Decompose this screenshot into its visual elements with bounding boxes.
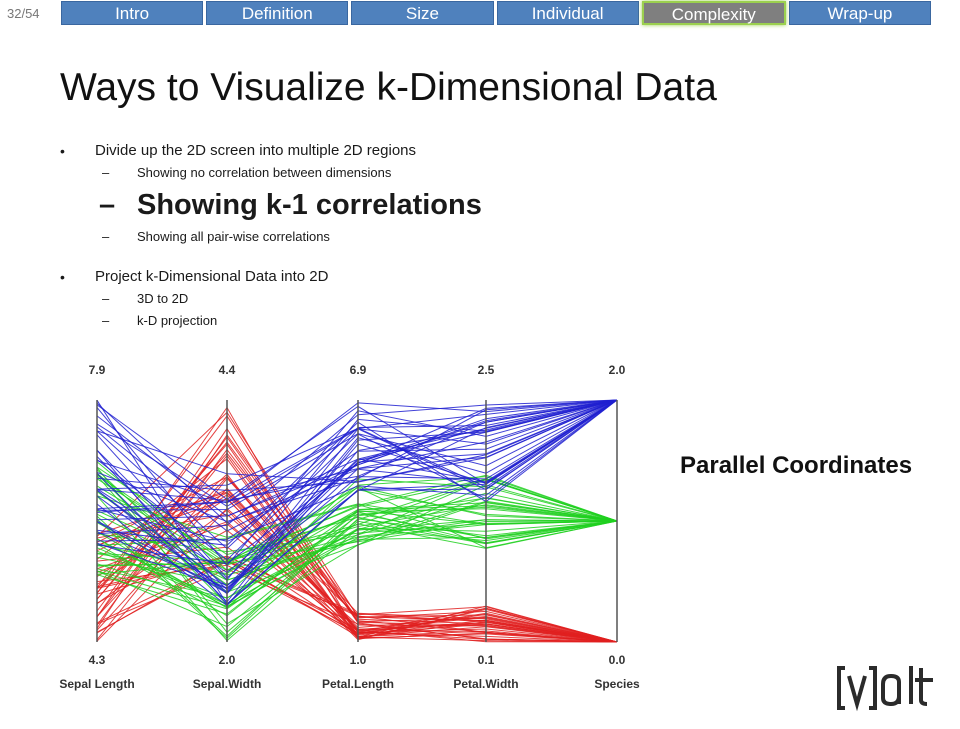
axis-name-label: Species — [594, 677, 640, 691]
sub-bullet-text: Showing all pair-wise correlations — [137, 229, 330, 244]
axis-min-label: 4.3 — [89, 653, 106, 667]
logo-mark — [837, 666, 933, 712]
sub-bullet-text: 3D to 2D — [137, 291, 189, 306]
bullet-text: Divide up the 2D screen into multiple 2D… — [95, 142, 416, 159]
bullet-dot-icon: • — [60, 143, 65, 159]
axis-name-label: Sepal Length — [59, 677, 134, 691]
bullet-dot-icon: • — [60, 269, 65, 285]
axis-min-label: 0.0 — [609, 653, 626, 667]
bullet-item: • Project k-Dimensional Data into 2D — [60, 266, 760, 288]
bullet-item: • Divide up the 2D screen into multiple … — [60, 140, 760, 162]
dash-icon: – — [99, 189, 116, 221]
axis-name-label: Sepal.Width — [193, 677, 262, 691]
dash-icon: – — [102, 291, 110, 306]
axis-name-label: Petal.Length — [322, 677, 394, 691]
sub-bullet-item-emphasized: – Showing k-1 correlations — [60, 184, 760, 226]
slide-title: Ways to Visualize k-Dimensional Data — [60, 66, 717, 109]
sub-bullet-text: k-D projection — [137, 313, 218, 328]
tab-complexity[interactable]: Complexity — [641, 1, 786, 25]
dash-icon: – — [102, 229, 110, 244]
dash-icon: – — [102, 313, 110, 328]
axis-min-label: 0.1 — [478, 653, 495, 667]
data-lines — [96, 399, 618, 643]
sub-bullet-item: – Showing all pair-wise correlations — [60, 226, 760, 248]
sub-bullet-item: – Showing no correlation between dimensi… — [60, 162, 760, 184]
axis-max-label: 7.9 — [89, 363, 106, 377]
axis-max-label: 4.4 — [219, 363, 236, 377]
sub-bullet-item: – k-D projection — [60, 310, 760, 332]
tab-size[interactable]: Size — [351, 1, 494, 25]
parallel-coordinates-chart: 7.9 4.3 Sepal Length 4.4 2.0 Sepal.Width 6.9 1.… — [59, 363, 640, 691]
sub-bullet-text: Showing k-1 correlations — [137, 189, 482, 221]
sub-bullet-text: Showing no correlation between dimension… — [137, 165, 392, 180]
section-nav: Intro Definition Size Individual Complex… — [61, 1, 932, 25]
chart-axes: 7.9 4.3 Sepal Length 4.4 2.0 Sepal.Width 6.9 1.… — [59, 363, 640, 691]
axis-max-label: 2.5 — [478, 363, 495, 377]
slide-counter: 32/54 — [7, 6, 40, 21]
tab-individual[interactable]: Individual — [496, 1, 639, 25]
bullet-list: • Divide up the 2D screen into multiple … — [60, 140, 760, 332]
sub-bullet-item: – 3D to 2D — [60, 288, 760, 310]
tab-intro[interactable]: Intro — [61, 1, 204, 25]
axis-name-label: Petal.Width — [453, 677, 518, 691]
bullet-text: Project k-Dimensional Data into 2D — [95, 268, 329, 285]
valt-logo — [835, 660, 947, 729]
axis-min-label: 2.0 — [219, 653, 236, 667]
axis-min-label: 1.0 — [350, 653, 367, 667]
axis-max-label: 6.9 — [350, 363, 367, 377]
tab-wrap-up[interactable]: Wrap-up — [788, 1, 932, 25]
axis-max-label: 2.0 — [609, 363, 626, 377]
dash-icon: – — [102, 165, 110, 180]
tab-definition[interactable]: Definition — [206, 1, 349, 25]
figure-caption: Parallel Coordinates — [680, 452, 913, 479]
